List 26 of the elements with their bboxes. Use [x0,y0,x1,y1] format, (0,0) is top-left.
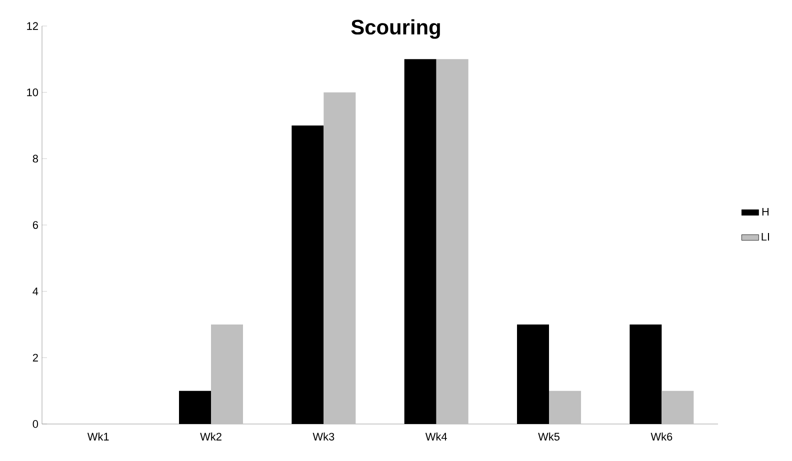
y-tick-label: 12 [27,22,38,30]
x-tick-label: Wk6 [650,432,672,441]
y-tick-label: 2 [32,354,38,362]
y-tick-label: 6 [32,221,38,229]
x-tick-label: Wk1 [87,432,109,440]
bar [324,92,356,424]
y-tick-label: 10 [27,88,38,96]
bar [662,390,694,424]
bar [211,324,244,424]
bar [179,390,211,424]
bar [436,59,468,424]
chart-title: Scouring [351,19,440,39]
bar [404,59,436,424]
bar [630,324,662,424]
y-tick-label: 8 [32,154,38,163]
legend-label: H [762,208,769,216]
bar [292,125,324,424]
x-tick-label: Wk2 [200,432,222,440]
bar [549,390,582,424]
x-tick-label: Wk3 [312,432,334,441]
y-tick-label: 4 [32,288,38,296]
x-tick-label: Wk5 [538,432,560,441]
y-tick-label: 0 [32,420,38,428]
bar [517,324,550,424]
legend-label: LI [762,233,769,241]
x-tick-label: Wk4 [425,432,447,440]
